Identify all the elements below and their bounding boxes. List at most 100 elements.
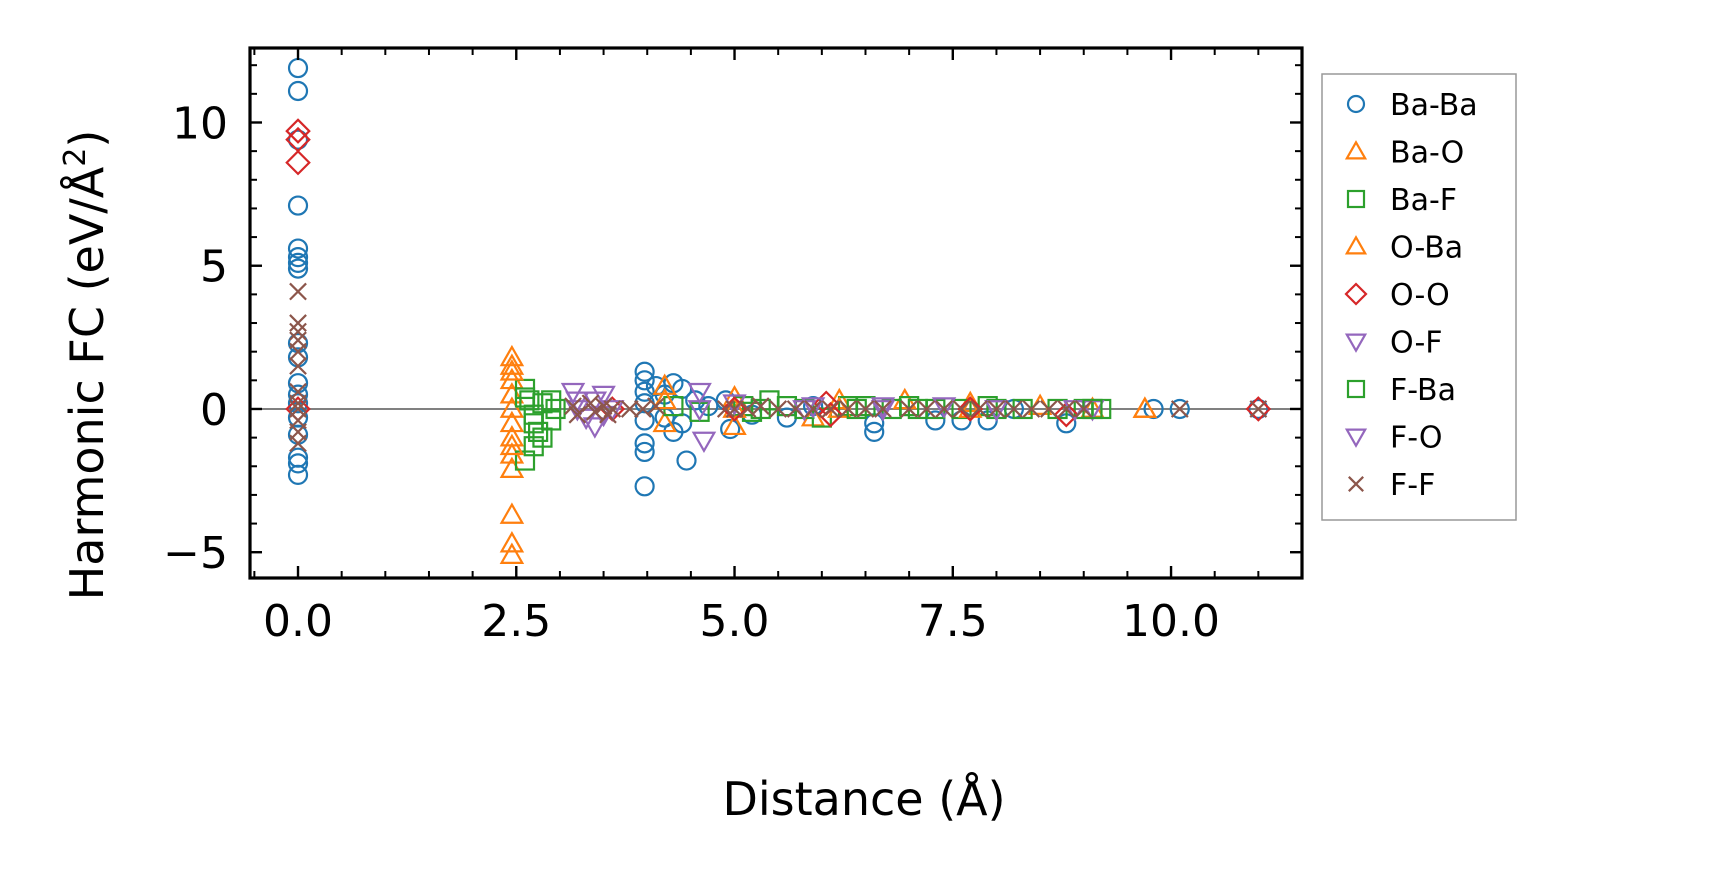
data-point (499, 353, 525, 375)
legend-label: Ba-Ba (1390, 88, 1478, 123)
data-point (634, 381, 655, 402)
legend-entry: Ba-O (1344, 136, 1464, 171)
data-point (289, 314, 307, 332)
series-f-f (289, 282, 1268, 453)
series-ba-o (499, 344, 1158, 564)
data-point (716, 400, 735, 418)
data-point (514, 387, 536, 408)
legend-label: O-O (1390, 278, 1450, 313)
data-point (870, 397, 896, 419)
data-point (287, 424, 309, 445)
legend-box (1321, 73, 1517, 521)
x-tick-label: 7.5 (918, 596, 988, 647)
x-tick-label: 5.0 (700, 596, 770, 647)
data-point (652, 387, 677, 410)
data-point (687, 400, 712, 422)
data-point (751, 397, 770, 415)
data-point (935, 400, 953, 418)
y-axis-label: Harmonic FC (eV/Å2) (58, 130, 114, 601)
legend-entry: O-Ba (1344, 231, 1463, 266)
data-point (620, 400, 639, 418)
data-point (287, 464, 309, 485)
data-point (287, 238, 309, 259)
data-point (957, 396, 984, 422)
data-point (634, 476, 655, 497)
series-o-f (560, 382, 1105, 454)
legend-marker (1348, 476, 1364, 492)
data-point (652, 410, 677, 433)
data-point (647, 397, 665, 415)
data-point (499, 359, 525, 381)
legend-label: O-Ba (1390, 231, 1463, 266)
data-point (1039, 400, 1058, 418)
data-point (289, 282, 307, 301)
data-point (289, 342, 307, 361)
data-point (804, 400, 822, 418)
data-point (519, 390, 540, 411)
data-point (917, 400, 936, 418)
data-point (287, 80, 309, 102)
data-point (900, 400, 919, 418)
data-point (1170, 400, 1189, 418)
data-point (952, 400, 971, 418)
data-point (287, 195, 309, 216)
data-point (1005, 400, 1023, 418)
data-point (864, 421, 885, 442)
ticks: 0.0 2.5 5.0 7.5 10.0 −5 0 5 10 (163, 48, 1303, 647)
legend-label: Ba-O (1390, 136, 1464, 171)
data-point (287, 129, 309, 150)
data-point (1169, 398, 1190, 420)
data-point (722, 396, 747, 418)
legend-entry: Ba-F (1346, 183, 1457, 218)
data-point (676, 450, 697, 471)
data-point (289, 322, 307, 341)
legend-label: O-F (1390, 326, 1443, 361)
legend-marker (1346, 189, 1366, 209)
legend-marker (1344, 282, 1368, 306)
data-point (287, 393, 309, 414)
series-o-o (285, 118, 1272, 428)
data-point (750, 398, 771, 420)
y-axis-label-superscript: 2 (58, 148, 93, 167)
data-point (987, 400, 1006, 418)
data-point (634, 441, 655, 463)
data-point (541, 410, 562, 431)
legend-label: Ba-F (1390, 183, 1457, 218)
legend-entry: Ba-Ba (1346, 88, 1478, 123)
data-point (691, 431, 717, 454)
data-point (285, 126, 311, 153)
data-point (541, 390, 562, 411)
legend-entry: F-Ba (1346, 373, 1456, 408)
data-point (289, 394, 307, 413)
data-point (634, 433, 655, 454)
y-tick-label: 10 (172, 98, 228, 149)
data-point (287, 453, 309, 474)
data-point (287, 247, 309, 268)
data-point (514, 450, 536, 471)
legend-marker (1344, 140, 1368, 160)
data-point (951, 398, 972, 420)
data-point (634, 370, 655, 391)
legend-marker (1344, 235, 1368, 255)
data-point (1245, 396, 1272, 422)
plot-frame (248, 46, 1304, 580)
data-point (687, 382, 712, 405)
data-point (870, 400, 896, 422)
data-point (925, 410, 946, 431)
legend-entry: O-O (1344, 278, 1450, 313)
data-point (984, 400, 1009, 422)
legend: Ba-Ba Ba-O Ba-F O-Ba O-O O-F F-Ba F-O F-F (1321, 73, 1517, 521)
data-point (287, 252, 309, 273)
legend-marker (1344, 333, 1368, 353)
data-point (499, 502, 525, 524)
data-points (285, 57, 1272, 564)
data-point (792, 400, 817, 422)
x-tick-label: 2.5 (481, 596, 551, 647)
data-point (839, 400, 857, 418)
data-point (800, 397, 826, 419)
data-point (1080, 400, 1105, 422)
data-point (1022, 400, 1041, 418)
data-point (499, 531, 525, 553)
data-point (652, 373, 677, 395)
